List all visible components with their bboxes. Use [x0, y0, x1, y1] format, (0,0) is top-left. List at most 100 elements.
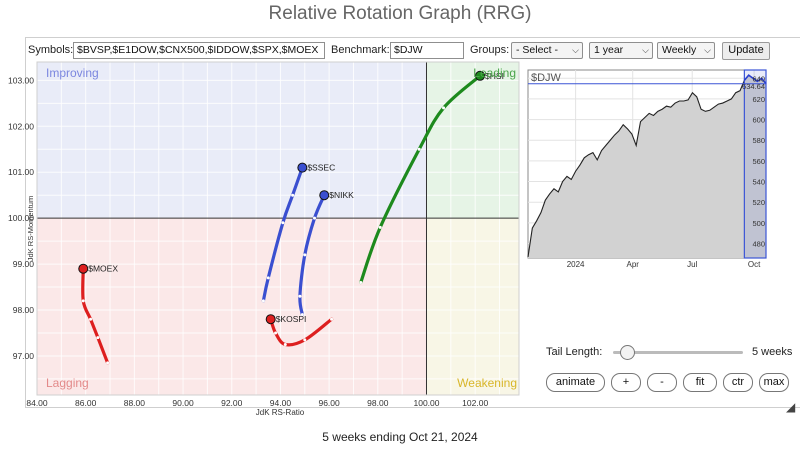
tail-point-kospi — [330, 317, 334, 321]
max-button[interactable]: max — [759, 373, 789, 392]
tail-point-nikk — [313, 216, 317, 220]
period-select-value: 1 year — [594, 44, 624, 56]
x-tick-label: 96.00 — [318, 398, 340, 408]
mini-y-tick-label: 560 — [752, 157, 765, 166]
tail-point-hsi — [378, 225, 382, 229]
series-label-kospi: $KOSPI — [276, 314, 307, 324]
benchmark-input[interactable]: $DJW — [390, 42, 464, 59]
rrg-plot-border — [36, 61, 520, 396]
y-tick-label: 100.00 — [8, 213, 34, 223]
chevron-down-icon: ⌵ — [704, 45, 711, 55]
zoom-in-button[interactable]: + — [611, 373, 641, 392]
mini-x-tick-label: Apr — [626, 260, 639, 269]
groups-select-value: - Select - — [516, 44, 559, 56]
mini-y-tick-label: 500 — [752, 219, 765, 228]
mini-chart-symbol: $DJW — [531, 72, 562, 84]
y-tick-label: 97.00 — [13, 351, 35, 361]
benchmark-label: Benchmark: — [331, 44, 390, 56]
tail-point-nikk — [303, 253, 307, 257]
mini-y-tick-label: 620 — [752, 95, 765, 104]
y-tick-label: 101.00 — [8, 167, 34, 177]
symbols-input[interactable]: $BVSP,$E1DOW,$CNX500,$IDDOW,$SPX,$MOEX — [73, 42, 325, 59]
page-title: Relative Rotation Graph (RRG) — [268, 3, 532, 24]
tail-length-value: 5 weeks — [752, 346, 793, 358]
x-tick-label: 98.00 — [367, 398, 389, 408]
chevron-down-icon: ⌵ — [572, 45, 579, 55]
tail-length-label: Tail Length: — [546, 346, 603, 358]
chevron-down-icon: ⌵ — [642, 45, 649, 55]
tail-point-kospi — [274, 331, 278, 335]
tail-length-slider-handle[interactable] — [620, 345, 636, 360]
tail-point-hsi — [359, 280, 363, 284]
mini-y-tick-label: 520 — [752, 198, 765, 207]
x-tick-label: 94.00 — [270, 398, 292, 408]
tail-point-nikk — [300, 313, 304, 317]
y-tick-label: 103.00 — [8, 75, 34, 85]
series-head-nikk — [319, 190, 330, 201]
x-tick-label: 90.00 — [172, 398, 194, 408]
series-label-moex: $MOEX — [88, 264, 118, 274]
x-tick-label: 88.00 — [124, 398, 146, 408]
mini-y-tick-label: 640 — [752, 74, 765, 83]
symbols-label: Symbols: — [28, 44, 74, 56]
series-head-hsi — [475, 70, 486, 81]
tail-window-line — [743, 74, 767, 85]
y-tick-label: 99.00 — [13, 259, 35, 269]
animate-button[interactable]: animate — [546, 373, 605, 392]
mini-price-line — [527, 74, 767, 258]
groups-select[interactable]: - Select - ⌵ — [511, 42, 583, 59]
lagging-quadrant-label: Lagging — [46, 376, 89, 390]
tail-point-moex — [81, 299, 85, 303]
mini-y-tick-label: 480 — [752, 240, 765, 249]
tail-point-ssec — [266, 276, 270, 280]
tail-point-kospi — [283, 342, 287, 346]
resize-grip-icon[interactable]: ◢ — [786, 400, 796, 414]
footer-caption: 5 weeks ending Oct 21, 2024 — [322, 430, 478, 444]
mini-x-tick-label: Oct — [748, 260, 761, 269]
tail-point-nikk — [298, 294, 302, 298]
tail-point-hsi — [442, 106, 446, 110]
tail-point-ssec — [281, 221, 285, 225]
y-tick-label: 98.00 — [13, 305, 35, 315]
tail-point-kospi — [303, 338, 307, 342]
tail-point-ssec — [261, 299, 265, 303]
tail-point-moex — [89, 317, 93, 321]
weakening-quadrant — [426, 218, 519, 395]
zoom-out-button[interactable]: - — [647, 373, 677, 392]
tail-point-hsi — [417, 147, 421, 151]
series-head-moex — [78, 263, 89, 274]
fit-button[interactable]: fit — [683, 373, 717, 392]
x-tick-label: 86.00 — [75, 398, 97, 408]
x-tick-label: 84.00 — [26, 398, 48, 408]
improving-quadrant-label: Improving — [46, 66, 99, 80]
tail-point-moex — [106, 361, 110, 365]
series-head-kospi — [265, 314, 276, 325]
mini-last-value-label: 634.64 — [742, 82, 765, 91]
tail-window-highlight — [743, 69, 767, 259]
mini-area-fill — [528, 75, 766, 259]
mini-y-tick-label: 580 — [752, 136, 765, 145]
update-button[interactable]: Update — [722, 42, 770, 60]
series-label-hsi: $HSI — [485, 71, 504, 81]
leading-quadrant — [426, 62, 519, 219]
groups-label: Groups: — [470, 44, 510, 56]
mini-x-tick-label: 2024 — [567, 260, 585, 269]
weakening-quadrant-label: Weakening — [457, 376, 517, 390]
period-select[interactable]: 1 year ⌵ — [589, 42, 653, 59]
center-button[interactable]: ctr — [723, 373, 753, 392]
leading-quadrant-label: Leading — [473, 66, 516, 80]
x-axis-label: JdK RS-Ratio — [256, 408, 305, 417]
series-head-ssec — [297, 162, 308, 173]
x-tick-label: 102.00 — [462, 398, 488, 408]
series-label-ssec: $SSEC — [307, 163, 335, 173]
y-tick-label: 102.00 — [8, 121, 34, 131]
y-axis-label: JdK RS-Momentum — [26, 196, 35, 261]
mini-y-tick-label: 540 — [752, 178, 765, 187]
tail-length-track[interactable] — [613, 351, 743, 354]
tail-point-ssec — [291, 193, 295, 197]
x-tick-label: 100.00 — [413, 398, 439, 408]
mini-x-tick-label: Jul — [687, 260, 697, 269]
frequency-select[interactable]: Weekly ⌵ — [657, 42, 715, 59]
